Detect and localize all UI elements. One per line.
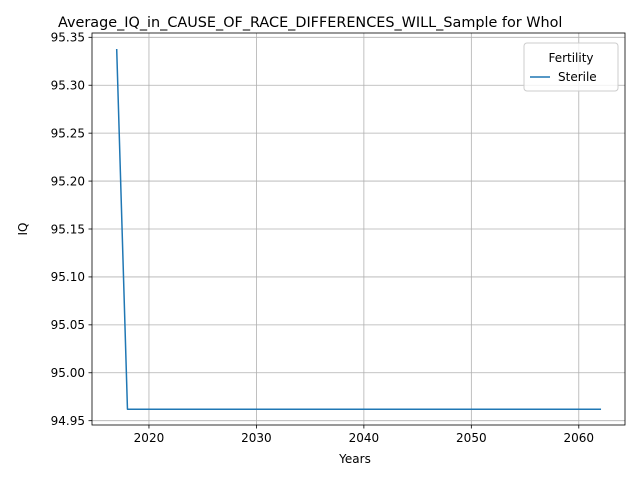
x-tick-label: 2030 [241, 431, 272, 445]
series-layer [115, 48, 602, 410]
y-tick-label: 95.05 [51, 318, 85, 332]
y-tick-label: 95.30 [51, 79, 85, 93]
ticks: 2020 2030 2040 2050 2060 94.95 95.00 95.05 95.10… [51, 31, 594, 445]
y-tick-label: 95.20 [51, 174, 85, 188]
y-tick-label: 95.10 [51, 270, 85, 284]
legend-title: Fertility [548, 51, 593, 65]
y-tick-label: 95.00 [51, 366, 85, 380]
y-tick-label: 95.25 [51, 126, 85, 140]
y-tick-label: 95.15 [51, 222, 85, 236]
legend: Fertility Sterile [523, 42, 619, 92]
y-axis-label: IQ [16, 223, 30, 236]
grid-lines [92, 33, 625, 425]
y-tick-label: 94.95 [51, 414, 85, 428]
y-tick-label: 95.35 [51, 31, 85, 45]
legend-box [523, 42, 619, 92]
chart-title: Average_IQ_in_CAUSE_OF_RACE_DIFFERENCES_… [58, 15, 562, 31]
x-tick-label: 2040 [349, 431, 380, 445]
x-tick-label: 2060 [564, 431, 595, 445]
x-tick-label: 2020 [134, 431, 165, 445]
legend-label-sterile: Sterile [558, 70, 597, 84]
x-axis-label: Years [338, 452, 371, 466]
x-tick-label: 2050 [456, 431, 487, 445]
series-line-sterile [115, 48, 602, 410]
